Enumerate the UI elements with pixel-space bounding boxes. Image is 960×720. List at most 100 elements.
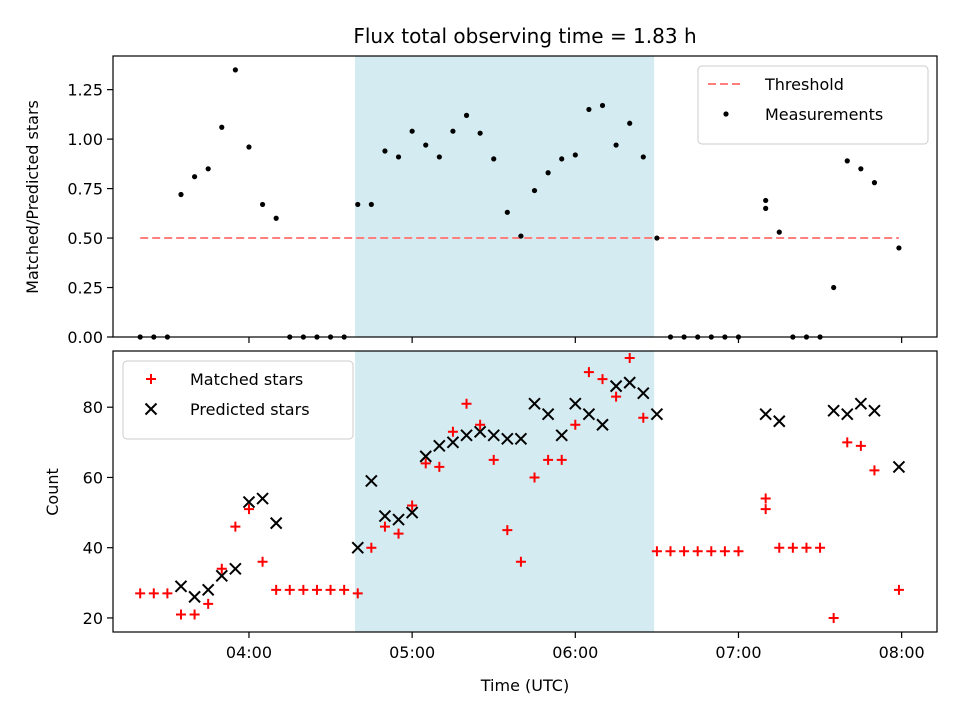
matched-star-point	[597, 374, 608, 385]
panel-frame	[112, 350, 938, 633]
matched-star-point	[760, 504, 771, 515]
predicted-star-point	[514, 432, 528, 446]
measurement-point	[273, 215, 279, 221]
observing-window-shade	[355, 56, 655, 337]
predicted-star-point	[854, 397, 868, 410]
predicted-star-point	[892, 460, 906, 474]
measurement-point	[477, 130, 483, 136]
y-tick-label: 40	[83, 539, 103, 558]
predicted-star-point	[841, 408, 854, 421]
x-tick-label: 07:00	[715, 643, 761, 662]
measurement-point	[178, 191, 184, 198]
predicted-star-point	[827, 404, 840, 417]
matched-star-point	[774, 542, 785, 553]
predicted-star-point	[609, 379, 623, 393]
measurement-point	[599, 102, 606, 109]
predicted-star-point	[378, 509, 392, 523]
matched-star-point	[175, 609, 186, 620]
matched-star-point	[651, 546, 662, 557]
measurement-point	[871, 180, 878, 186]
matched-star-point	[842, 437, 853, 448]
measurement-point	[395, 154, 402, 160]
measurement-point	[191, 174, 198, 180]
matched-star-point	[366, 542, 377, 553]
matched-star-point	[325, 584, 336, 595]
predicted-star-point	[188, 590, 201, 604]
predicted-star-point	[759, 408, 772, 421]
measurement-point	[896, 245, 902, 251]
matched-star-point	[855, 440, 866, 451]
y-tick-label: 0.00	[67, 328, 103, 347]
measurement-point	[450, 128, 456, 134]
predicted-star-point	[555, 429, 568, 442]
matched-star-point	[447, 426, 458, 437]
y-tick-label: 20	[83, 609, 103, 628]
x-tick-label: 04:00	[226, 643, 272, 662]
measurement-point	[219, 124, 225, 130]
bottom-panel-y-axis-label: Count	[43, 468, 62, 516]
predicted-star-point	[269, 516, 283, 530]
matched-star-point	[869, 465, 880, 476]
legend-measurement-swatch	[723, 111, 729, 117]
y-tick-label: 0.75	[67, 180, 103, 199]
measurement-point	[259, 201, 266, 208]
predicted-star-point	[569, 397, 582, 410]
matched-star-point	[665, 546, 676, 557]
predicted-star-point	[419, 450, 432, 463]
matched-star-point	[257, 556, 268, 567]
measurement-point	[382, 148, 388, 154]
measurement-point	[831, 284, 837, 291]
matched-star-point	[893, 584, 904, 595]
measurement-point	[232, 67, 238, 73]
matched-star-point	[393, 528, 404, 539]
predicted-star-point	[501, 432, 514, 446]
measurement-point	[586, 106, 592, 113]
predicted-star-point	[582, 408, 596, 421]
matched-star-point	[243, 504, 254, 515]
matched-star-point	[135, 588, 146, 599]
measurement-point	[640, 154, 646, 160]
matched-star-point	[284, 584, 295, 595]
matched-star-point	[570, 419, 581, 430]
legend-box	[122, 360, 354, 440]
matched-star-point	[298, 584, 309, 595]
y-tick-label: 1.00	[67, 130, 103, 149]
measurement-point	[491, 156, 497, 162]
matched-star-point	[379, 521, 390, 532]
x-axis-label: Time (UTC)	[480, 676, 569, 695]
predicted-star-point	[433, 439, 446, 453]
matched-star-point	[556, 454, 567, 465]
measurement-point	[613, 142, 619, 148]
predicted-star-point	[773, 415, 786, 428]
measurement-point	[572, 152, 578, 158]
matched-star-point	[719, 546, 730, 557]
legend-box	[697, 65, 929, 145]
legend-label: Matched stars	[190, 370, 303, 389]
matched-star-point	[189, 609, 200, 620]
matched-star-point	[230, 521, 241, 532]
matched-star-point	[611, 391, 622, 402]
predicted-star-point	[174, 580, 188, 593]
measurement-point	[531, 187, 538, 194]
predicted-star-point	[446, 436, 460, 449]
panel-frame	[112, 55, 938, 338]
chart-title: Flux total observing time = 1.83 h	[353, 24, 696, 48]
x-tick-label: 05:00	[389, 643, 435, 662]
matched-star-point	[311, 584, 322, 595]
legend-predicted-swatch	[144, 402, 158, 416]
matched-star-point	[148, 588, 159, 599]
matched-star-point	[515, 556, 526, 567]
predicted-star-point	[541, 408, 555, 421]
measurement-point	[409, 128, 415, 134]
predicted-star-point	[201, 583, 215, 597]
y-tick-label: 60	[83, 468, 103, 487]
predicted-star-point	[392, 513, 405, 526]
legend-label: Measurements	[765, 105, 883, 124]
matched-star-point	[529, 472, 540, 483]
measurement-point	[436, 154, 442, 160]
predicted-star-point	[460, 429, 473, 442]
matched-star-point	[828, 612, 839, 623]
y-tick-label: 80	[83, 398, 103, 417]
measurement-point	[763, 205, 769, 211]
